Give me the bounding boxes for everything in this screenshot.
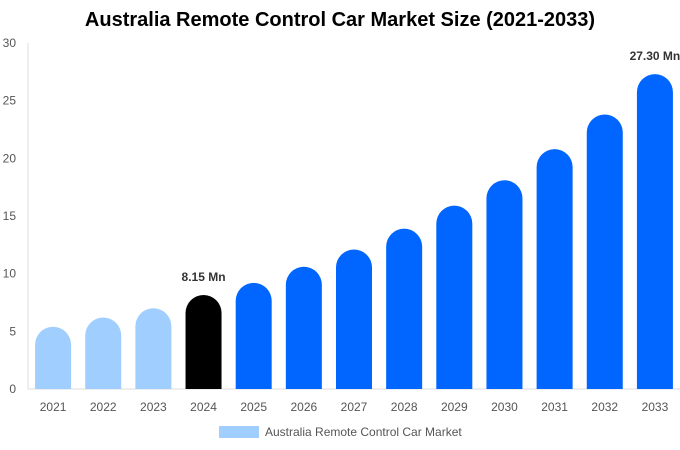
x-tick-label: 2026: [290, 400, 317, 414]
legend-label: Australia Remote Control Car Market: [265, 425, 462, 439]
y-tick-label: 20: [3, 151, 17, 165]
y-tick-label: 15: [3, 209, 17, 223]
bar-2021[interactable]: [35, 326, 72, 389]
bar-2028[interactable]: [386, 228, 423, 389]
bar-2030[interactable]: [486, 180, 523, 389]
x-tick-label: 2025: [240, 400, 267, 414]
x-tick-label: 2021: [40, 400, 67, 414]
bar-2027[interactable]: [336, 249, 372, 389]
x-tick-label: 2031: [541, 400, 568, 414]
bar-2023[interactable]: [135, 308, 172, 389]
y-tick-label: 30: [3, 36, 17, 50]
data-label: 27.30 Mn: [630, 49, 680, 63]
y-tick-label: 0: [9, 382, 16, 396]
x-tick-label: 2032: [591, 400, 618, 414]
x-tick-label: 2024: [190, 400, 217, 414]
bar-2022[interactable]: [85, 317, 122, 389]
y-tick-label: 10: [3, 267, 17, 281]
bar-2025[interactable]: [235, 282, 272, 389]
bar-2032[interactable]: [586, 114, 623, 390]
legend-swatch: [219, 426, 259, 438]
x-tick-label: 2033: [642, 400, 669, 414]
x-tick-label: 2022: [90, 400, 117, 414]
x-tick-label: 2027: [341, 400, 368, 414]
y-tick-label: 25: [3, 94, 17, 108]
bar-2026[interactable]: [285, 266, 322, 389]
y-tick-label: 5: [9, 324, 16, 338]
chart-title: Australia Remote Control Car Market Size…: [84, 9, 596, 31]
bar-2031[interactable]: [536, 149, 573, 389]
x-tick-label: 2028: [391, 400, 418, 414]
bar-2029[interactable]: [436, 205, 473, 389]
x-tick-label: 2023: [140, 400, 167, 414]
bar-2024[interactable]: [185, 295, 222, 389]
legend[interactable]: Australia Remote Control Car Market: [219, 425, 462, 439]
data-label: 8.15 Mn: [182, 270, 226, 284]
x-tick-label: 2029: [441, 400, 468, 414]
x-tick-label: 2030: [491, 400, 518, 414]
bar-2033[interactable]: [636, 74, 673, 389]
